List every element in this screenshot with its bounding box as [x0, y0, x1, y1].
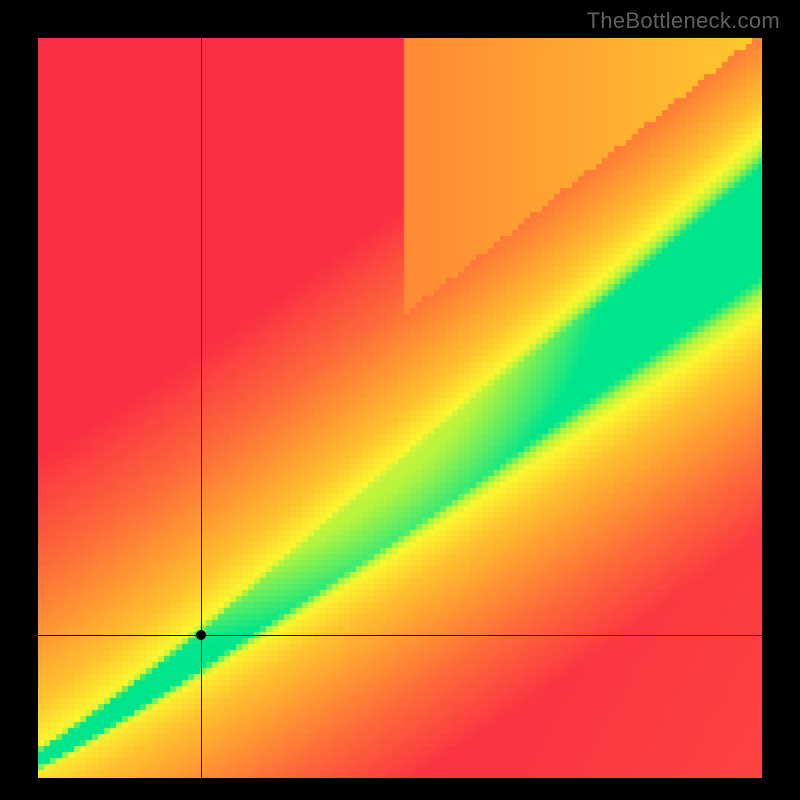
heatmap-canvas — [38, 38, 762, 778]
heatmap-plot — [38, 38, 762, 778]
crosshair-horizontal — [38, 635, 762, 636]
crosshair-vertical — [201, 38, 202, 778]
crosshair-marker — [196, 630, 206, 640]
watermark-text: TheBottleneck.com — [587, 8, 780, 34]
